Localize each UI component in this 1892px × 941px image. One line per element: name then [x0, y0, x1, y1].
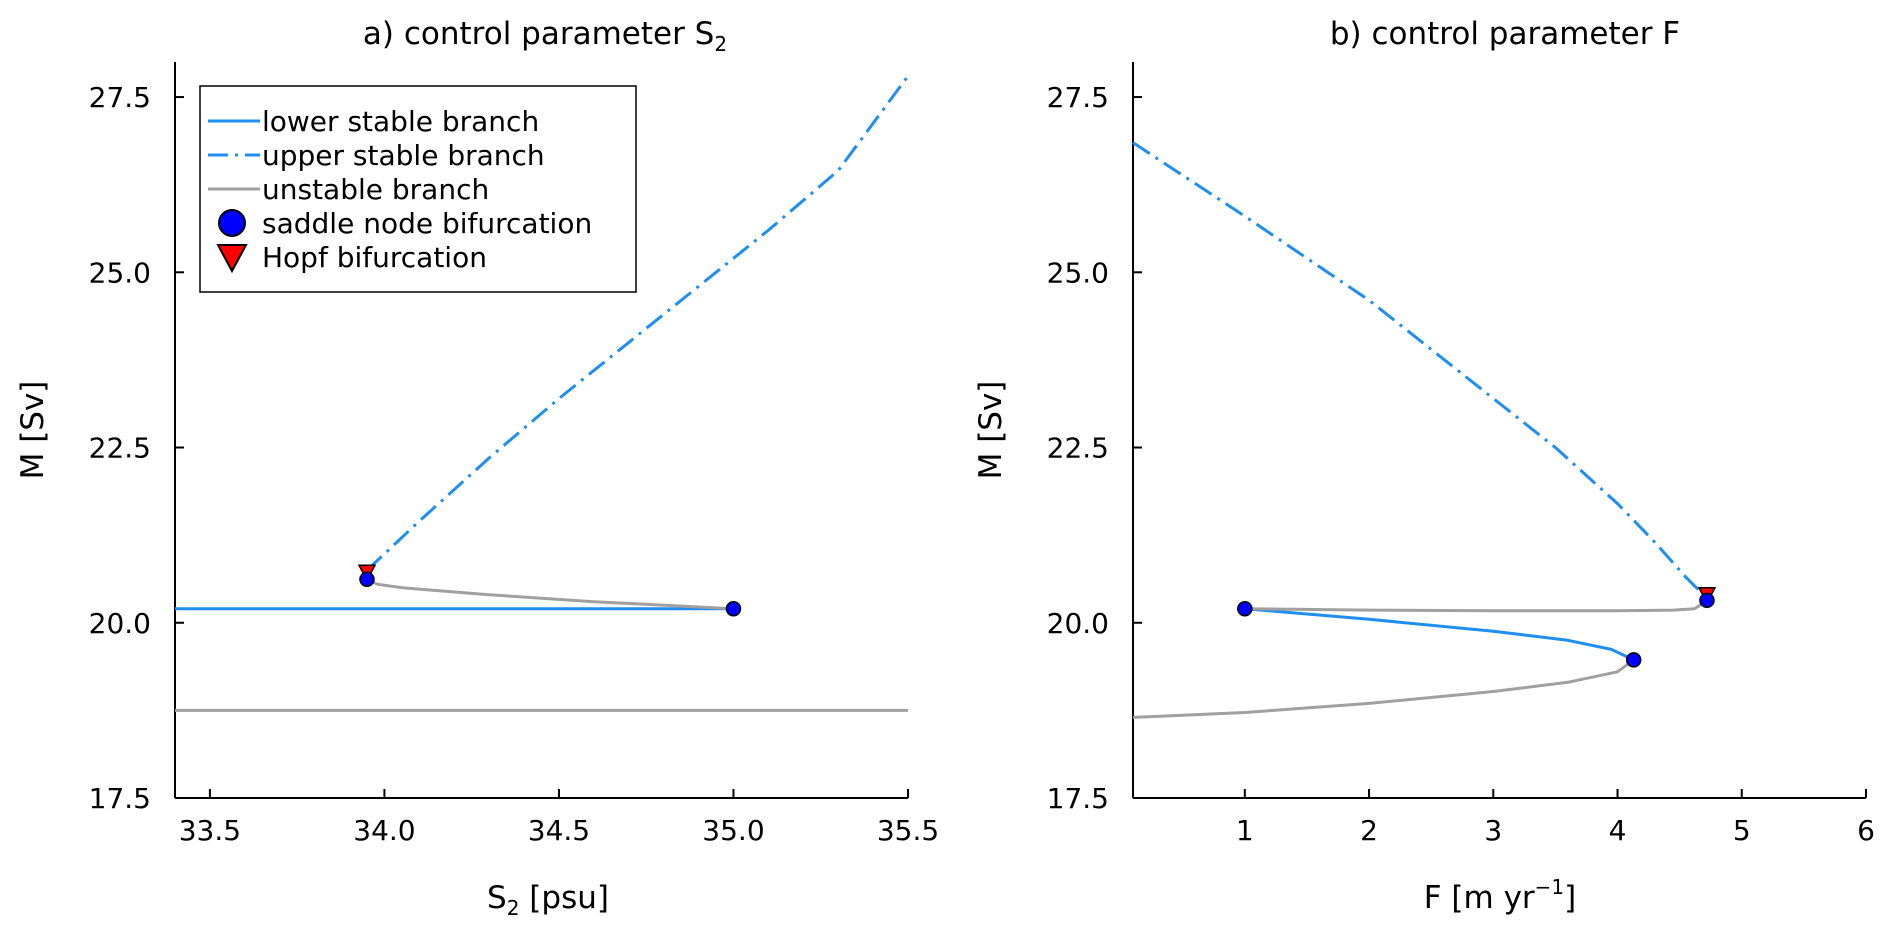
legend-label: Hopf bifurcation: [262, 241, 487, 274]
panel-a-x-tick-label: 33.5: [179, 814, 241, 847]
panel-a-x-tick-label: 34.0: [353, 814, 415, 847]
panel-a-y-tick-label: 27.5: [89, 81, 151, 114]
panel-b-series-gray-2: [1244, 599, 1708, 613]
panel-b-x-tick-label: 2: [1360, 814, 1378, 847]
panel-b-series-dashdot-0: [1132, 141, 1709, 600]
legend-box: [199, 85, 637, 293]
panel-b-y-tick-label: 22.5: [1047, 432, 1109, 465]
panel-a-x-tick-label: 35.0: [702, 814, 764, 847]
legend-label: lower stable branch: [262, 105, 539, 138]
panel-a-saddle-marker: [359, 571, 375, 588]
panel-b-y-tick-label: 25.0: [1047, 256, 1109, 289]
panel-b-series-gray-3: [1132, 658, 1635, 719]
panel-a-y-tick-label: 22.5: [89, 432, 151, 465]
panel-b-x-tick-label: 4: [1609, 814, 1627, 847]
panel-a-y-tick-label: 25.0: [89, 256, 151, 289]
panel-b-x-label: F [m yr−1]: [1424, 875, 1577, 916]
panel-a-y-tick-label: 17.5: [89, 782, 151, 815]
legend-saddle-icon: [218, 209, 246, 237]
legend-label: saddle node bifurcation: [262, 207, 592, 240]
panel-b-saddle-marker: [1699, 592, 1715, 609]
panel-a-saddle-marker: [725, 600, 742, 617]
panel-b-y-tick-label: 20.0: [1047, 607, 1109, 640]
panel-b-y-label: M [Sv]: [973, 381, 1009, 480]
panel-a-x-label: S2 [psu]: [487, 880, 609, 920]
panel-a-y-tick-label: 20.0: [89, 607, 151, 640]
panel-a-x-tick-label: 34.5: [528, 814, 590, 847]
panel-b: 17.5 20.0 22.5 25.0 27.5 1 2 3 4 5 6 b) control par…: [973, 16, 1875, 916]
panel-b-title: b) control parameter F: [1330, 16, 1680, 52]
panel-a: 17.5 20.0 22.5 25.0 27.5 33.5 34.0 34.5 35.0 35.5…: [15, 16, 939, 920]
panel-a-y-label: M [Sv]: [15, 381, 51, 480]
legend-hopf-icon: [216, 244, 248, 274]
legend-label: upper stable branch: [262, 139, 545, 172]
panel-b-x-tick-label: 1: [1236, 814, 1254, 847]
legend-label: unstable branch: [262, 173, 489, 206]
panel-a-x-tick-label: 35.5: [877, 814, 939, 847]
panel-b-y-tick-label: 17.5: [1047, 782, 1109, 815]
panel-b-x-tick-label: 5: [1733, 814, 1751, 847]
panel-b-y-tick-label: 27.5: [1047, 81, 1109, 114]
panel-b-x-tick-label: 6: [1857, 814, 1875, 847]
panel-a-series-gray-2: [366, 577, 734, 611]
panel-a-title: a) control parameter S2: [363, 16, 727, 56]
panel-b-saddle-marker: [1625, 652, 1642, 668]
panel-b-saddle-marker: [1237, 600, 1253, 617]
panel-b-x-tick-label: 3: [1484, 814, 1502, 847]
panel-a-series-dashdot-1: [365, 75, 910, 572]
panel-b-series-solid-1: [1244, 607, 1635, 662]
